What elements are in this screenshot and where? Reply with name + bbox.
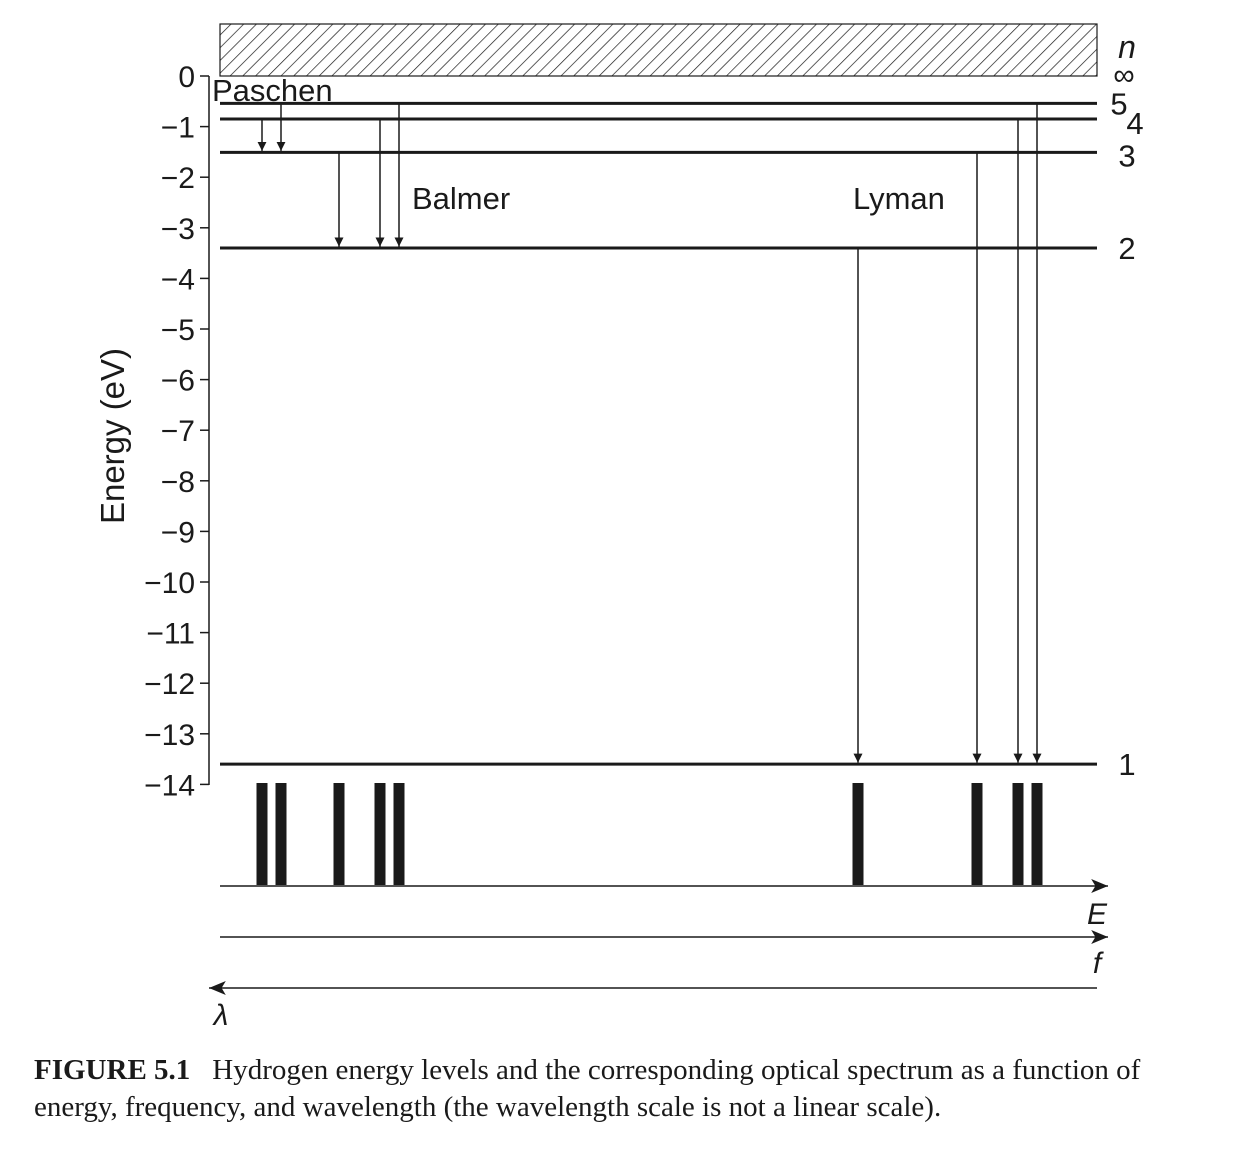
wavelength-axis-label: λ <box>212 999 229 1032</box>
energy-levels: 1 2 345 <box>220 86 1144 782</box>
energy-axis-tick-label: −13 <box>144 719 195 752</box>
level-label-n4: 4 <box>1126 106 1143 141</box>
spectrum-line-paschen-5-3 <box>275 783 287 885</box>
level-label-n3: 3 <box>1118 138 1135 173</box>
energy-axis-ticks: 0 −1 −2 −3 −4 −5 −6 −7 −8 −9 −10 −11 −12 −13 −14 <box>144 61 209 802</box>
spectrum-line-lyman-3-1 <box>971 783 983 885</box>
energy-axis-tick-label: −2 <box>161 162 195 195</box>
figure-caption-label: FIGURE 5.1 <box>34 1054 191 1086</box>
spectrum-line-lyman-4-1 <box>1012 783 1024 885</box>
lyman-label: Lyman <box>853 181 945 216</box>
spectrum-line-balmer-3-2 <box>333 783 345 885</box>
frequency-axis-label: f <box>1093 947 1104 980</box>
balmer-label: Balmer <box>412 181 510 216</box>
level-label-n5: 5 <box>1110 86 1127 121</box>
energy-axis-tick-label: −12 <box>144 668 195 701</box>
level-label-n1: 1 <box>1118 747 1135 782</box>
energy-axis-tick-label: 0 <box>178 61 195 94</box>
energy-spectrum-axis-label: E <box>1087 898 1108 931</box>
n-label: n <box>1118 29 1136 65</box>
figure-caption-text: Hydrogen energy levels and the correspon… <box>34 1054 1141 1123</box>
spectrum-line-balmer-4-2 <box>374 783 386 885</box>
energy-axis-tick-label: −3 <box>161 213 195 246</box>
energy-axis-tick-label: −7 <box>161 415 195 448</box>
energy-axis-tick-label: −5 <box>161 314 195 347</box>
transition-arrows <box>257 103 1042 763</box>
energy-axis-tick-label: −10 <box>144 567 195 600</box>
continuum-hatch <box>219 23 1098 77</box>
spectrum-line-balmer-5-2 <box>393 783 405 885</box>
figure-caption: FIGURE 5.1 Hydrogen energy levels and the… <box>34 1052 1224 1126</box>
energy-axis-tick-label: −4 <box>161 263 195 296</box>
paschen-label: Paschen <box>212 73 333 108</box>
spectrum-line-lyman-5-1 <box>1031 783 1043 885</box>
spectrum-lines <box>256 783 1043 885</box>
hydrogen-energy-level-diagram: 0 −1 −2 −3 −4 −5 −6 −7 −8 −9 −10 −11 −12 −13 −14 Energ… <box>94 23 1144 1032</box>
energy-axis-tick-label: −9 <box>161 516 195 549</box>
energy-axis-tick-label: −6 <box>161 365 195 398</box>
spectrum-line-paschen-4-3 <box>256 783 268 885</box>
infinity-label: ∞ <box>1113 59 1134 92</box>
level-label-n2: 2 <box>1118 231 1135 266</box>
energy-axis-tick-label: −1 <box>161 112 195 145</box>
energy-axis-tick-label: −8 <box>161 466 195 499</box>
energy-axis-tick-label: −14 <box>144 769 195 802</box>
energy-axis-tick-label: −11 <box>146 618 195 651</box>
spectrum-line-lyman-2-1 <box>852 783 864 885</box>
energy-axis-label: Energy (eV) <box>94 348 131 524</box>
